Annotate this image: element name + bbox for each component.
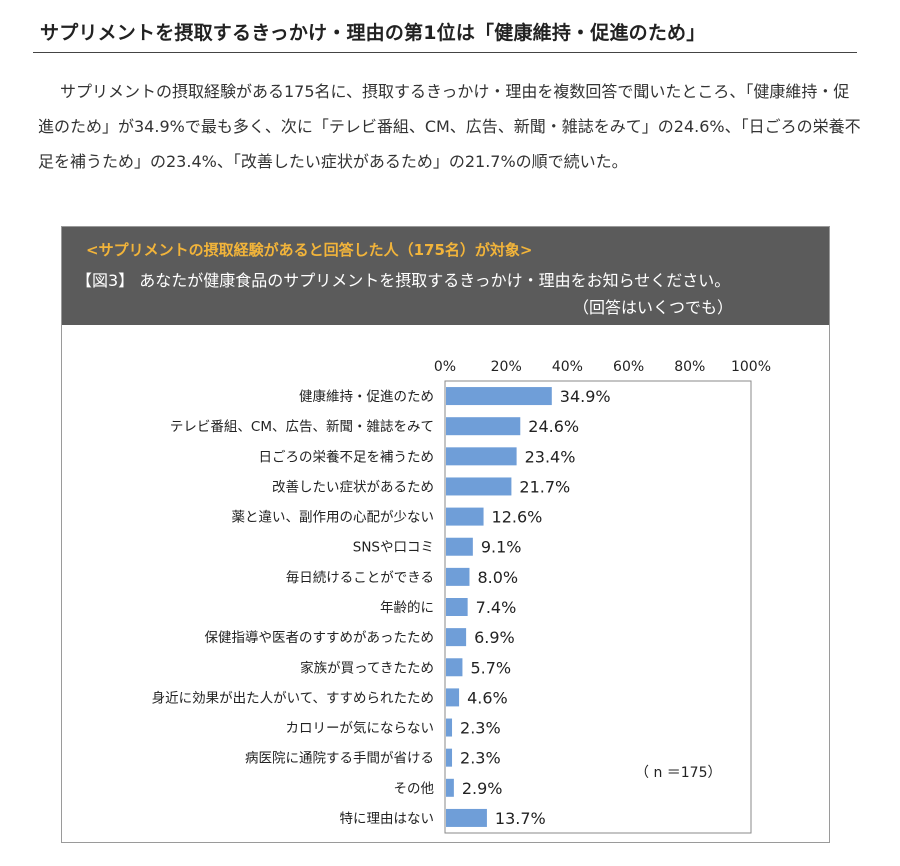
bar [446, 477, 512, 496]
bar [446, 808, 487, 827]
bar [446, 417, 521, 436]
category-label: 病医院に通院する手間が省ける [245, 751, 434, 767]
bar [446, 628, 467, 647]
category-label: カロリーが気にならない [286, 721, 435, 737]
value-label: 6.9% [474, 628, 515, 647]
bar [446, 598, 468, 616]
bar-chart: 0% 20% 40% 60% 80% 100% 健康維持・促進のため 34.9% テレビ番組、C… [152, 359, 771, 834]
x-tick-label: 0% [434, 359, 456, 375]
category-label: 薬と違い、副作用の心配が少ない [232, 510, 435, 526]
value-label: 23.4% [525, 447, 576, 466]
value-label: 13.7% [495, 809, 546, 828]
value-label: 24.6% [528, 417, 579, 436]
value-label: 4.6% [467, 688, 508, 707]
heading-divider [33, 52, 857, 53]
intro-paragraph: サプリメントの摂取経験がある175名に、摂取するきっかけ・理由を複数回答で聞いた… [38, 82, 861, 171]
bar [446, 537, 473, 556]
value-label: 8.0% [477, 568, 518, 587]
figure-question: 【図3】 あなたが健康食品のサプリメントを摂取するきっかけ・理由をお知らせくださ… [76, 271, 731, 290]
value-label: 2.9% [462, 779, 503, 798]
bar [446, 748, 453, 767]
value-label: 5.7% [470, 658, 511, 677]
category-label: 日ごろの栄養不足を補うため [259, 448, 435, 465]
category-label: 特に理由はない [340, 811, 435, 827]
bar [446, 447, 517, 466]
x-tick-label: 100% [731, 359, 771, 375]
page-heading: サプリメントを摂取するきっかけ・理由の第1位は「健康維持・促進のため」 [40, 22, 706, 44]
category-label: 改善したい症状があるため [272, 479, 434, 495]
category-label: 毎日続けることができる [286, 570, 434, 586]
value-label: 9.1% [481, 538, 522, 557]
bar [446, 778, 454, 797]
bar [446, 658, 463, 677]
sample-size-label: （ n ＝175） [635, 765, 722, 781]
category-label: 健康維持・促進のため [299, 388, 434, 405]
category-label: その他 [394, 781, 435, 797]
bar [446, 507, 484, 526]
category-label: テレビ番組、CM、広告、新聞・雑誌をみて [170, 419, 434, 435]
x-tick-label: 60% [613, 359, 644, 375]
bar [446, 567, 470, 586]
category-label: SNSや口コミ [353, 540, 434, 556]
category-label: 身近に効果が出た人がいて、すすめられたため [152, 690, 434, 706]
x-tick-label: 80% [674, 359, 705, 375]
bar [446, 387, 552, 406]
category-label: 保健指導や医者のすすめがあったため [205, 630, 435, 646]
category-label: 家族が買ってきたため [300, 659, 434, 676]
value-label: 34.9% [560, 387, 611, 406]
x-tick-label: 20% [491, 359, 522, 375]
bar [446, 688, 460, 707]
x-tick-label: 40% [552, 359, 583, 375]
value-label: 2.3% [460, 719, 501, 738]
bar [446, 718, 453, 737]
plot-frame [444, 380, 752, 834]
value-label: 21.7% [519, 477, 570, 496]
figure-answer-note: （回答はいくつでも） [573, 298, 734, 317]
figure-target-note: <サプリメントの摂取経験があると回答した人（175名）が対象> [86, 241, 533, 259]
value-label: 2.3% [460, 749, 501, 768]
figure-panel: <サプリメントの摂取経験があると回答した人（175名）が対象> 【図3】 あなた… [61, 226, 830, 843]
value-label: 7.4% [476, 598, 517, 617]
category-label: 年齢的に [380, 600, 434, 616]
figure-header: <サプリメントの摂取経験があると回答した人（175名）が対象> 【図3】 あなた… [62, 227, 829, 325]
value-label: 12.6% [492, 508, 543, 527]
